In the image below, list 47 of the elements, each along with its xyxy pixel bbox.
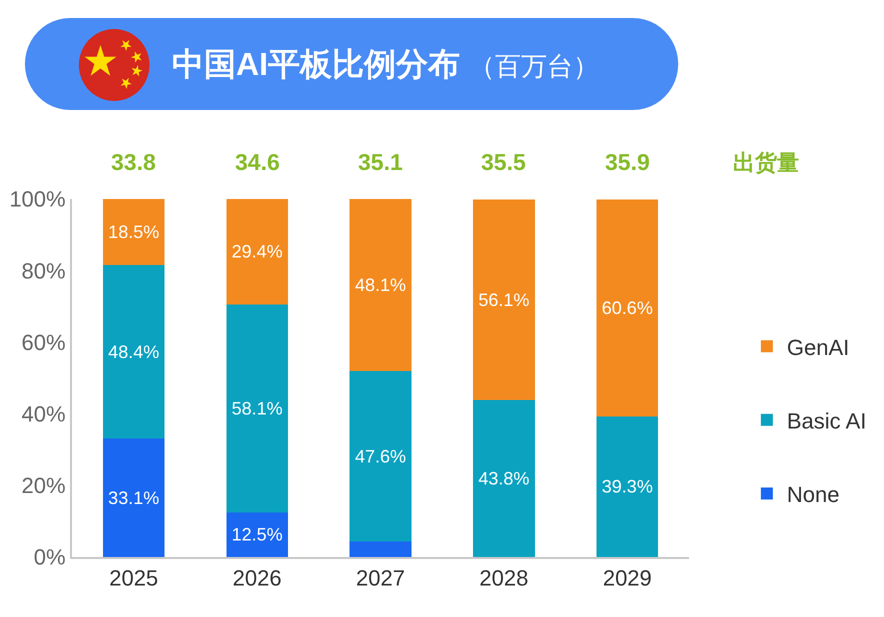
data-label: 33.1%	[108, 488, 160, 508]
bar	[596, 199, 658, 416]
annotation: 35.5	[481, 149, 526, 175]
chart-title: 中国AI平板比例分布	[172, 46, 460, 82]
y-tick-label: 60%	[22, 330, 66, 355]
bar	[226, 199, 288, 304]
annotation: 35.9	[605, 149, 650, 175]
x-tick-label: 2029	[602, 565, 652, 590]
data-label: 29.4%	[232, 242, 283, 262]
data-label: 47.6%	[354, 446, 406, 466]
data-label: 18.5%	[108, 222, 160, 242]
bar	[102, 265, 165, 438]
y-tick-label: 0%	[34, 544, 66, 570]
annotation: 34.6	[235, 149, 280, 175]
legend-label: GenAI	[786, 334, 850, 360]
data-label: 39.3%	[602, 476, 653, 497]
bar	[473, 400, 535, 557]
y-tick-label: 20%	[22, 473, 66, 498]
x-tick-label: 2026	[232, 565, 282, 590]
text: 出货量	[733, 150, 799, 175]
x-tick-label: 2027	[356, 565, 405, 590]
chart-subtitle: （百万台）	[468, 51, 599, 82]
annotation: 33.8	[111, 149, 156, 175]
bar	[350, 199, 412, 372]
y-tick-label: 100%	[9, 186, 66, 212]
data-label: 48.4%	[108, 342, 160, 362]
bar	[473, 199, 535, 400]
bar	[596, 416, 658, 557]
bar	[350, 542, 412, 557]
bar	[226, 304, 288, 512]
bar	[350, 371, 412, 542]
annotation: 35.1	[358, 149, 403, 175]
bar	[102, 438, 165, 557]
data-label: 43.8%	[478, 468, 530, 489]
bar	[226, 512, 288, 557]
y-tick-label: 80%	[22, 258, 66, 284]
y-tick-label: 40%	[22, 402, 66, 426]
data-label: 56.1%	[478, 290, 530, 310]
data-label: 48.1%	[354, 275, 406, 296]
bar	[102, 199, 165, 266]
legend-label: None	[786, 482, 840, 508]
data-label: 12.5%	[232, 524, 283, 545]
data-label: 60.6%	[602, 298, 653, 318]
x-tick-label: 2028	[479, 565, 528, 590]
legend-label: Basic AI	[786, 408, 866, 434]
x-tick-label: 2025	[109, 565, 158, 590]
data-label: 58.1%	[232, 398, 283, 418]
